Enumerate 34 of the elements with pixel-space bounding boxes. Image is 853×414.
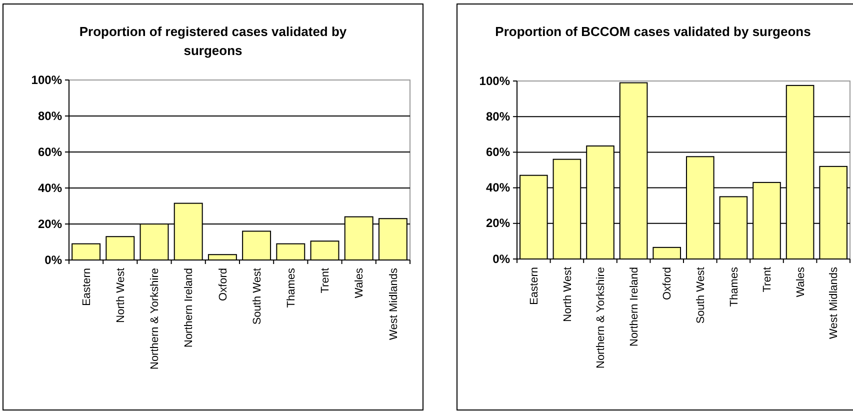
- y-tick-label: 60%: [38, 144, 62, 159]
- x-tick-label: Thames: [728, 266, 740, 307]
- y-tick-label: 80%: [486, 109, 510, 124]
- y-tick-label: 80%: [38, 108, 62, 123]
- x-tick-label: West Midlands: [828, 266, 840, 339]
- x-tick-label: South West: [251, 268, 264, 325]
- x-tick-label: Trent: [320, 268, 332, 294]
- x-tick-label: Wales: [354, 268, 366, 298]
- y-tick-label: 100%: [479, 74, 510, 88]
- y-tick-label: 20%: [38, 216, 62, 231]
- y-tick-label: 40%: [486, 180, 510, 195]
- x-tick-label: Eastern: [528, 267, 540, 305]
- x-tick-label: West Midlands: [388, 268, 400, 340]
- y-tick-label: 0%: [44, 252, 62, 267]
- x-tick-label: South West: [695, 267, 707, 324]
- x-tick-label: Northern Ireland: [183, 268, 196, 348]
- x-tick-label: Northern & Yorkshire: [595, 267, 608, 368]
- x-tick-label: Eastern: [80, 268, 93, 306]
- x-tick-label: Wales: [794, 266, 807, 298]
- y-tick-label: 40%: [38, 180, 62, 195]
- x-tick-label: Trent: [762, 267, 774, 292]
- x-tick-label: Thames: [286, 268, 298, 308]
- y-tick-label: 0%: [492, 252, 510, 266]
- x-tick-label: North West: [115, 268, 127, 323]
- x-tick-label: North West: [562, 267, 574, 322]
- x-tick-label: Northern & Yorkshire: [149, 268, 162, 370]
- y-tick-label: 60%: [486, 145, 510, 160]
- chart-title: Proportion of BCCOM cases validated by surgeons: [495, 24, 811, 39]
- chart-title: Proportion of registered cases validated by surgeons: [79, 24, 348, 58]
- y-tick-label: 20%: [486, 216, 510, 230]
- y-tick-label: 100%: [31, 72, 62, 87]
- x-tick-label: Oxford: [662, 267, 674, 300]
- x-tick-label: Northern Ireland: [628, 267, 640, 346]
- x-tick-label: Oxford: [217, 268, 230, 302]
